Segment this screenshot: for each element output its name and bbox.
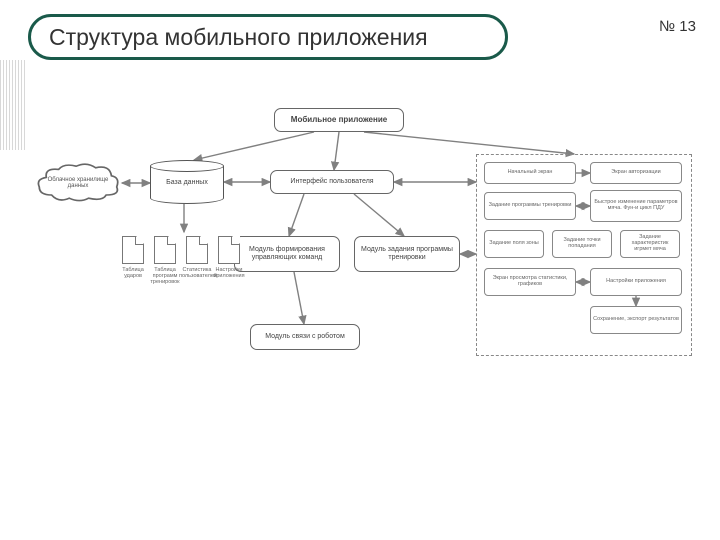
- doc-label: Таблица программ тренировок: [147, 268, 183, 285]
- screen-char-label: Задание характеристик игрмет мяча: [623, 235, 677, 252]
- screen-stats-label: Экран просмотра статистики, графиков: [487, 276, 573, 288]
- slide-number: № 13: [659, 18, 696, 35]
- node-mod-cmd: Модуль формирования управляющих команд: [234, 236, 340, 272]
- doc-label: Настройки приложения: [211, 268, 247, 280]
- screen-save: Сохранение, экспорт результатов: [590, 306, 682, 334]
- node-database: База данных: [150, 160, 224, 204]
- node-ui-label: Интерфейс пользователя: [290, 178, 373, 186]
- screen-start-label: Начальный экран: [508, 170, 553, 176]
- node-database-label: База данных: [150, 179, 224, 186]
- screen-setprog: Задание программы тренировки: [484, 192, 576, 220]
- node-mod-conn-label: Модуль связи с роботом: [265, 333, 345, 341]
- screen-point-label: Задание точки попадания: [555, 238, 609, 250]
- doc-icon: [186, 236, 208, 264]
- node-root-label: Мобильное приложение: [291, 116, 387, 125]
- node-mod-prog: Модуль задания программы тренировки: [354, 236, 460, 272]
- doc-label: Статистика пользователей: [179, 268, 215, 280]
- node-cloud: Облачное хранилище данных: [34, 163, 122, 203]
- screen-point: Задание точки попадания: [552, 230, 612, 258]
- screen-field-label: Задание поля зоны: [489, 241, 539, 247]
- screen-edit-label: Быстрое изменение параметров мяча. Фун-и…: [593, 200, 679, 212]
- screen-edit: Быстрое изменение параметров мяча. Фун-и…: [590, 190, 682, 222]
- doc-icon: [154, 236, 176, 264]
- architecture-diagram: Мобильное приложение Облачное хранилище …: [34, 108, 694, 428]
- node-root: Мобильное приложение: [274, 108, 404, 132]
- screen-stats: Экран просмотра статистики, графиков: [484, 268, 576, 296]
- doc-label: Таблица ударов: [115, 268, 151, 280]
- node-mod-cmd-label: Модуль формирования управляющих команд: [237, 246, 337, 261]
- doc-icon: [122, 236, 144, 264]
- node-cloud-label: Облачное хранилище данных: [34, 177, 122, 189]
- slide-title: Структура мобильного приложения: [49, 24, 428, 51]
- screen-settings: Настройки приложения: [590, 268, 682, 296]
- doc-icon: [218, 236, 240, 264]
- slide-title-bar: Структура мобильного приложения: [28, 14, 508, 60]
- node-mod-conn: Модуль связи с роботом: [250, 324, 360, 350]
- screen-setprog-label: Задание программы тренировки: [489, 203, 572, 209]
- screen-field: Задание поля зоны: [484, 230, 544, 258]
- decorative-stripes: [0, 60, 26, 150]
- screen-settings-label: Настройки приложения: [606, 279, 666, 285]
- node-mod-prog-label: Модуль задания программы тренировки: [357, 246, 457, 261]
- screen-save-label: Сохранение, экспорт результатов: [593, 317, 679, 323]
- screen-auth-label: Экран авторизации: [611, 170, 660, 176]
- node-ui: Интерфейс пользователя: [270, 170, 394, 194]
- screen-start: Начальный экран: [484, 162, 576, 184]
- screen-char: Задание характеристик игрмет мяча: [620, 230, 680, 258]
- screen-auth: Экран авторизации: [590, 162, 682, 184]
